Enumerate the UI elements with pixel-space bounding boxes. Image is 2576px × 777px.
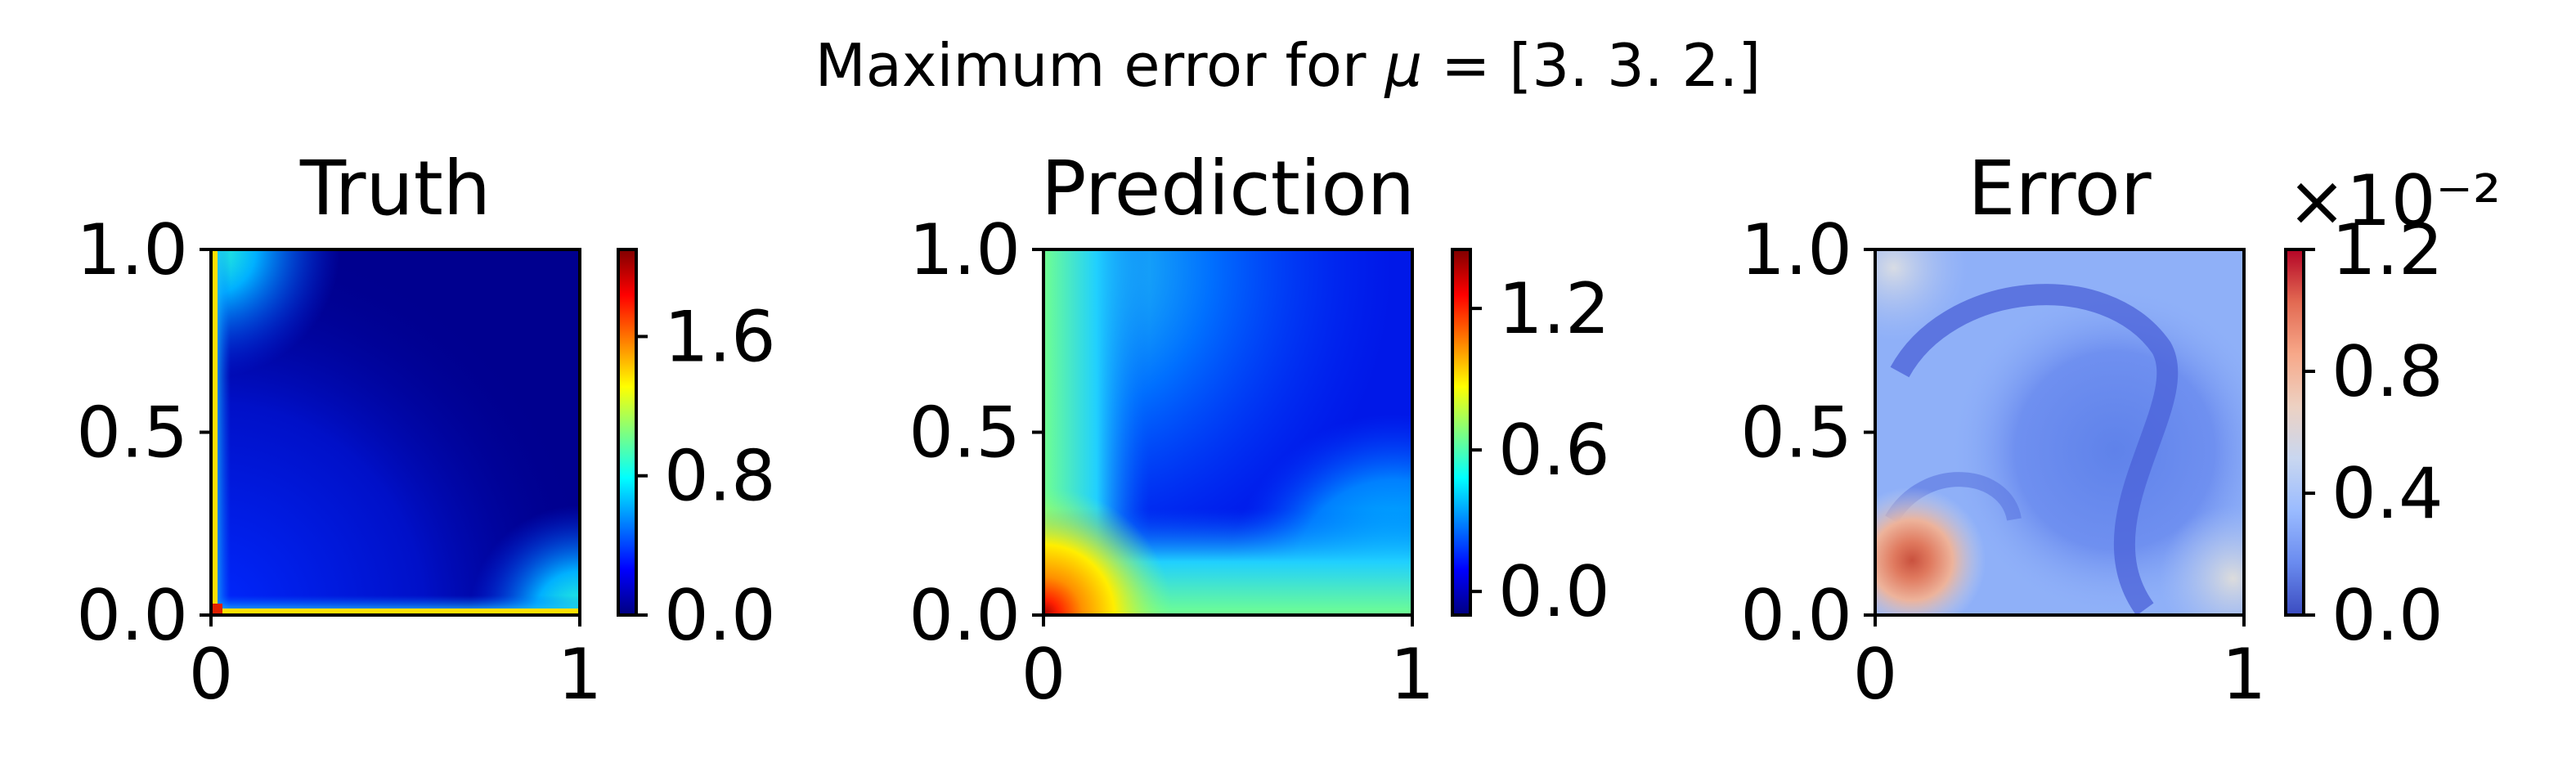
colorbar-tick-label: 1.6 bbox=[664, 296, 776, 378]
x-tick-label: 0 bbox=[189, 634, 234, 716]
x-tick-label: 0 bbox=[1021, 634, 1066, 716]
colorbar-tick-label: 0.6 bbox=[1498, 410, 1610, 492]
heatmap-field bbox=[1043, 249, 1412, 615]
panel-error: 0.0 0.5 1.0 0 1 Error 0.0 0.4 0.8 1.2×10⁻² bbox=[1740, 145, 2501, 716]
colorbar-tick-label: 0.0 bbox=[2331, 575, 2444, 657]
colorbar-frame bbox=[1451, 248, 1472, 617]
x-tick-label: 1 bbox=[2222, 634, 2267, 716]
heatmap-field bbox=[211, 249, 580, 615]
y-tick-label: 0.5 bbox=[1740, 393, 1852, 474]
suptitle-symbol: μ bbox=[1384, 31, 1422, 100]
colorbar-tick-label: 0.8 bbox=[664, 436, 776, 518]
colorbar-exponent: ×10⁻² bbox=[2287, 160, 2501, 242]
colorbar-tick-label: 0.8 bbox=[2331, 331, 2444, 413]
x-tick-label: 1 bbox=[558, 634, 603, 716]
colorbar-tick-label: 1.2 bbox=[1498, 268, 1610, 350]
y-tick-label: 0.5 bbox=[76, 393, 188, 474]
colorbar-tick-label: 0.4 bbox=[2331, 453, 2444, 535]
y-tick-label: 0.0 bbox=[1740, 575, 1852, 657]
suptitle-prefix: Maximum error for bbox=[815, 31, 1385, 100]
figure-suptitle: Maximum error for μ = [3. 3. 2.] bbox=[815, 31, 1761, 100]
colorbar-tick-label: 0.0 bbox=[664, 575, 776, 657]
y-tick-label: 0.5 bbox=[909, 393, 1021, 474]
colorbar-frame bbox=[617, 248, 638, 617]
colorbar bbox=[1452, 249, 1470, 615]
panel-prediction: 0.0 0.5 1.0 0 1 Prediction 0.0 0.6 1.2 bbox=[909, 145, 1610, 716]
y-tick-label: 1.0 bbox=[1740, 209, 1852, 291]
heatmap-field bbox=[1875, 249, 2244, 615]
colorbar-frame bbox=[2284, 248, 2305, 617]
colorbar bbox=[618, 249, 636, 615]
y-tick-label: 1.0 bbox=[909, 209, 1021, 291]
x-tick-label: 1 bbox=[1390, 634, 1435, 716]
panel-title: Truth bbox=[299, 145, 491, 232]
colorbar-tick-label: 1.2 bbox=[2331, 209, 2444, 291]
y-tick-label: 0.0 bbox=[909, 575, 1021, 657]
panel-truth: 0.0 0.5 1.0 0 1 Truth 0.0 0.8 1.6 bbox=[76, 145, 776, 716]
y-tick-label: 0.0 bbox=[76, 575, 188, 657]
suptitle-suffix: = [3. 3. 2.] bbox=[1422, 31, 1761, 100]
x-tick-label: 0 bbox=[1853, 634, 1898, 716]
panel-title: Error bbox=[1968, 145, 2151, 232]
y-tick-label: 1.0 bbox=[76, 209, 188, 291]
colorbar-tick-label: 0.0 bbox=[1498, 551, 1610, 633]
colorbar bbox=[2286, 249, 2304, 615]
panel-title: Prediction bbox=[1041, 145, 1415, 232]
